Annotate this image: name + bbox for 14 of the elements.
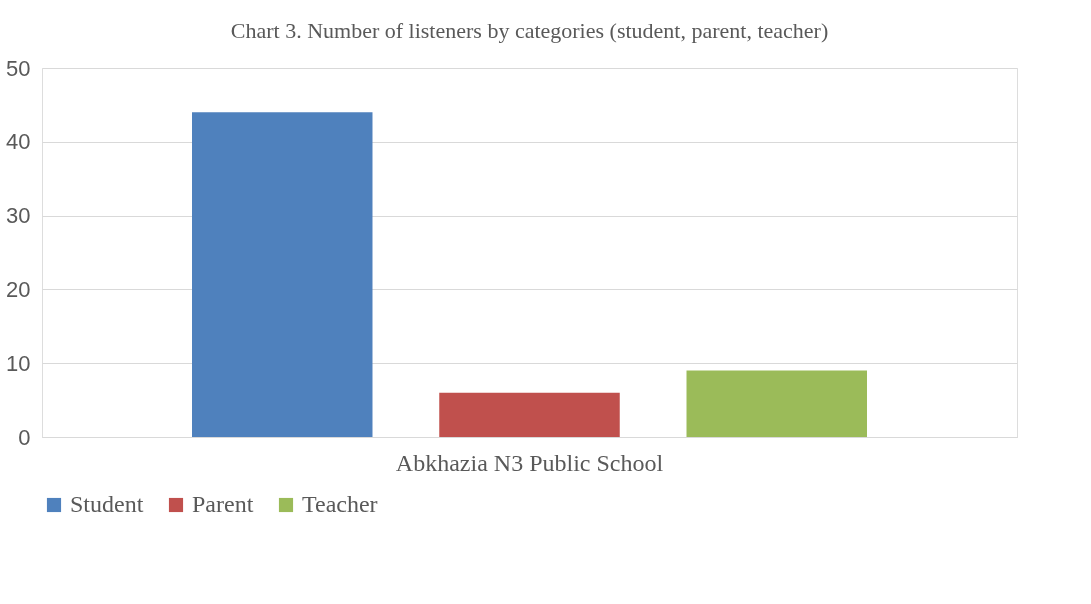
x-tick-label: Abkhazia N3 Public School	[395, 449, 664, 476]
y-tick-label: 10	[6, 350, 31, 376]
y-tick-label: 0	[18, 424, 31, 450]
bar	[192, 112, 373, 437]
y-tick-label: 20	[6, 276, 31, 302]
y-tick-label: 40	[6, 129, 31, 155]
bar	[686, 370, 867, 437]
legend-label: Teacher	[302, 491, 378, 517]
legend-label: Student	[70, 491, 144, 517]
legend-label: Parent	[192, 491, 254, 517]
bar	[439, 392, 620, 437]
y-tick-label: 30	[6, 203, 31, 229]
chart-title: Chart 3. Number of listeners by categories (student, parent, teacher)	[230, 18, 829, 43]
y-tick-label: 50	[6, 55, 31, 81]
